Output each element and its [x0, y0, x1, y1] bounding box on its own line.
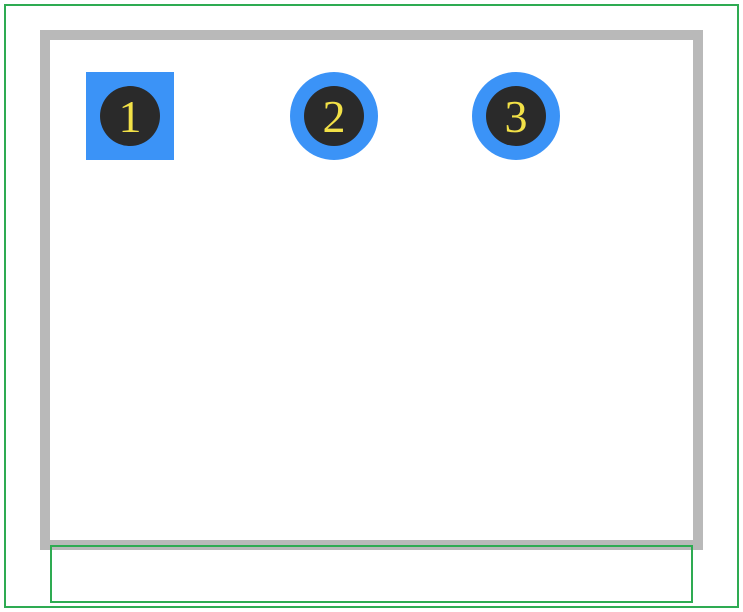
- bottom-strip: [50, 545, 693, 603]
- pad-label-1: 1: [119, 90, 142, 143]
- pad-hole-3: 3: [486, 86, 546, 146]
- pad-label-2: 2: [323, 90, 346, 143]
- pad-2: 2: [290, 72, 378, 160]
- pad-hole-1: 1: [100, 86, 160, 146]
- pad-label-3: 3: [505, 90, 528, 143]
- pad-1: 1: [86, 72, 174, 160]
- pad-3: 3: [472, 72, 560, 160]
- pad-hole-2: 2: [304, 86, 364, 146]
